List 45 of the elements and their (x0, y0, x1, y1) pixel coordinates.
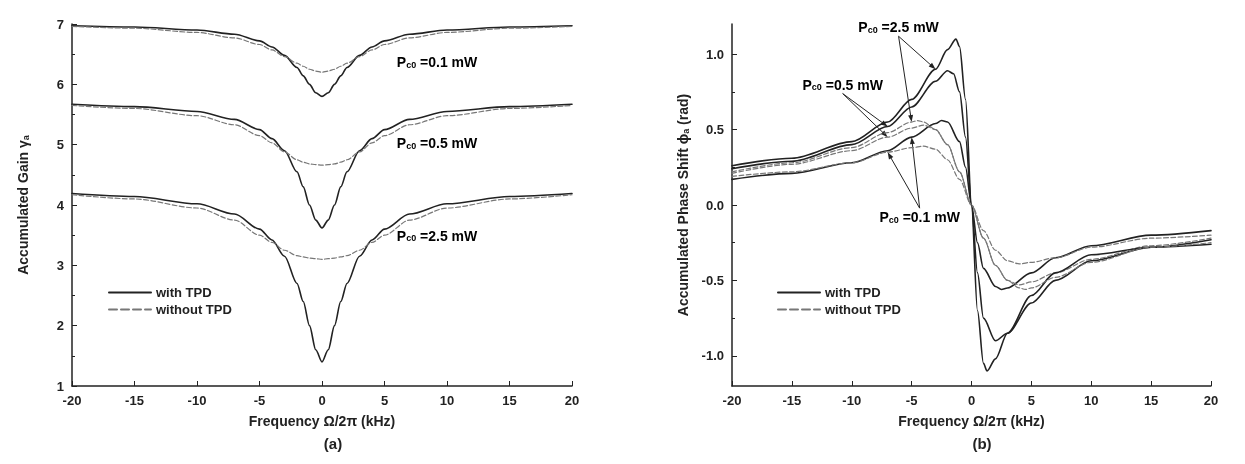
x-tick-label: 15 (502, 393, 517, 408)
x-tick-label: 10 (439, 393, 455, 408)
legend-label: with TPD (824, 285, 881, 300)
text: (a) (323, 435, 343, 452)
x-tick-label: 20 (1203, 393, 1219, 408)
x-tick-label: -10 (842, 393, 862, 408)
x-tick-label: 0 (318, 393, 326, 408)
x-tick-label: -10 (187, 393, 207, 408)
y-tick-label: 3 (56, 257, 64, 273)
x-axis-title: Frequency Ω/2π (kHz) (898, 413, 1045, 429)
annotation: Pc0 =2.5 mW (396, 227, 478, 244)
annotation: Pc0 =0.5 mW (396, 135, 478, 152)
x-tick-label: 15 (1143, 393, 1159, 408)
y-tick-label: 1.0 (705, 46, 724, 62)
x-axis-title: Frequency Ω/2π (kHz) (248, 413, 396, 429)
x-tick-label: 20 (564, 393, 580, 408)
x-tick-label: 5 (1027, 393, 1035, 408)
annotation: Pc0 =0.5 mW (802, 76, 884, 93)
y-tick-label: -1.0 (701, 348, 724, 364)
x-tick-label: -15 (125, 393, 144, 408)
x-tick-label: -5 (253, 393, 266, 408)
annotation: Pc0 =2.5 mW (858, 19, 940, 36)
y-tick-label: -0.5 (701, 272, 724, 288)
x-tick-label: -5 (905, 393, 918, 408)
x-tick-label: -20 (62, 393, 82, 408)
x-tick-label: 0 (967, 393, 976, 408)
legend-label: with TPD (155, 285, 212, 300)
y-tick-label: 5 (56, 137, 64, 153)
x-tick-label: 5 (380, 393, 389, 408)
y-tick-label: 0.5 (705, 122, 724, 138)
text: (b) (972, 435, 992, 452)
x-tick-label: 10 (1084, 393, 1099, 408)
y-tick-label: 2 (56, 318, 64, 334)
y-tick-label: 7 (56, 16, 64, 32)
annotation: Pc0 =0.1 mW (879, 209, 961, 226)
y-tick-label: 4 (56, 197, 65, 213)
legend-label: without TPD (155, 302, 232, 317)
x-tick-label: -20 (722, 393, 742, 408)
legend-label: without TPD (824, 302, 901, 317)
y-axis-title: Accumulated Gain γa (15, 134, 31, 275)
y-tick-label: 6 (56, 76, 64, 92)
annotation: Pc0 =0.1 mW (396, 54, 478, 71)
x-tick-label: -15 (782, 393, 802, 408)
y-tick-label: 1 (56, 378, 64, 394)
y-tick-label: 0.0 (705, 197, 724, 213)
